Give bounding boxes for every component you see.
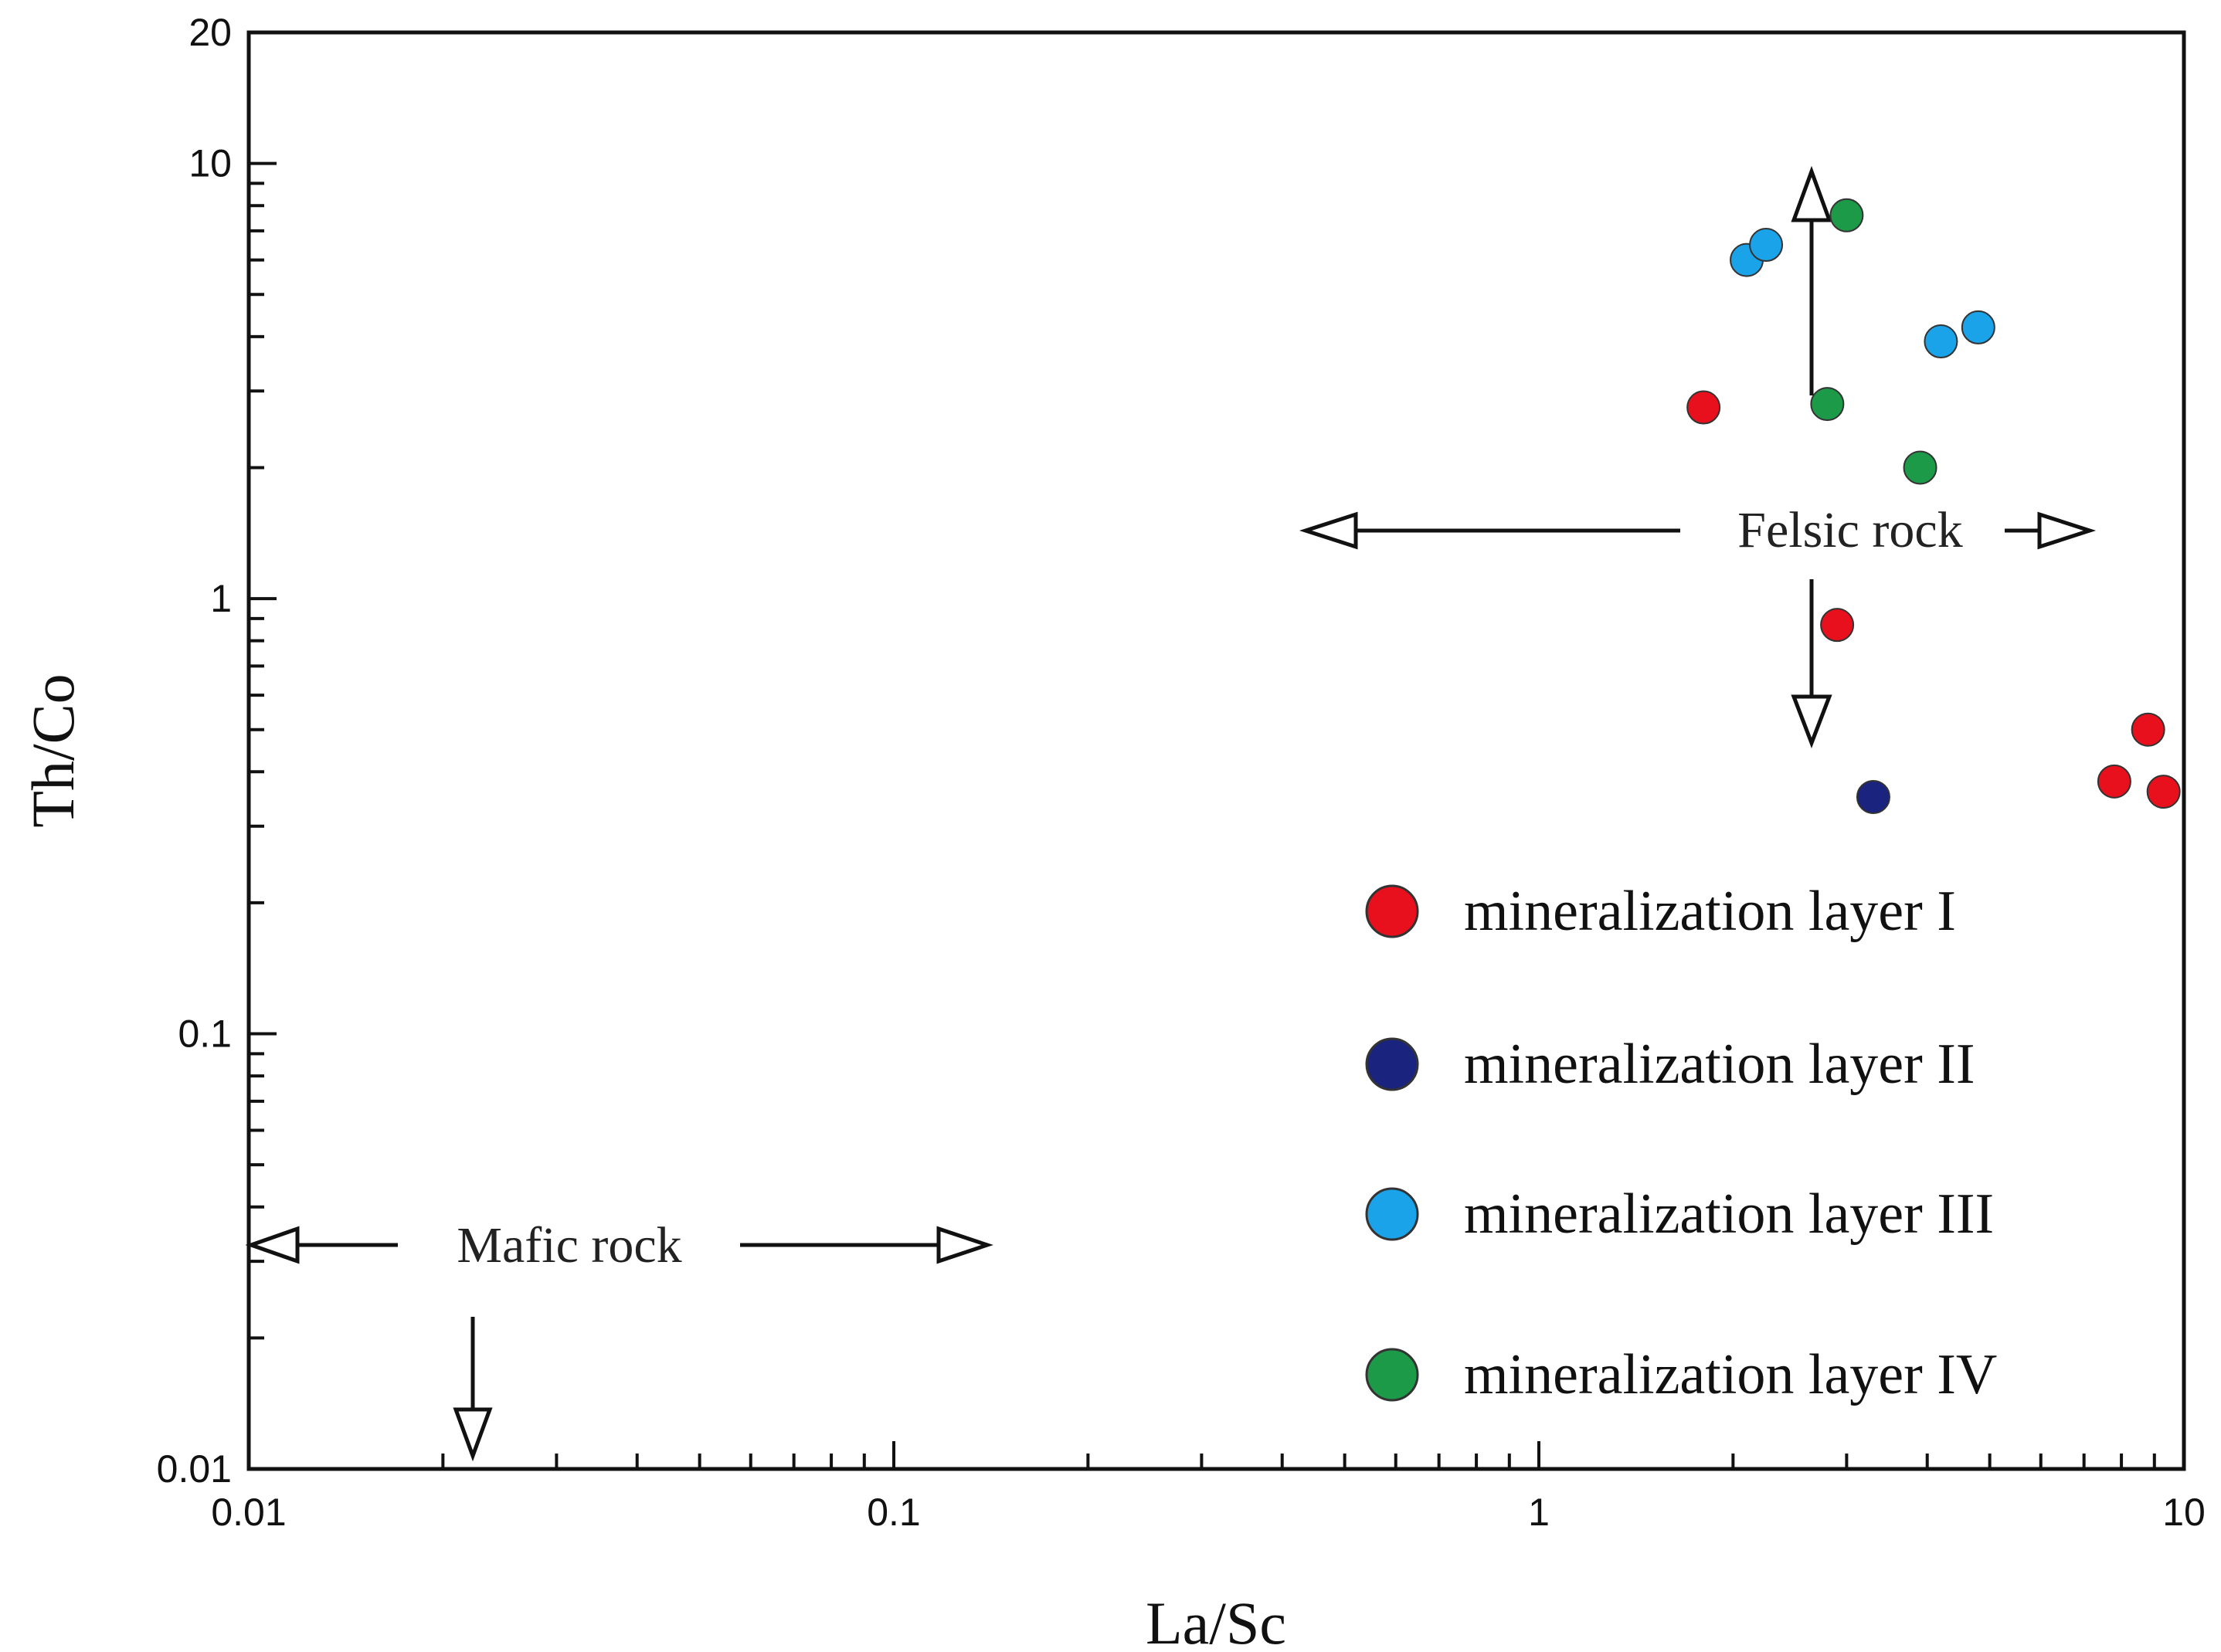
felsic-up-arrowhead [1791, 165, 1832, 222]
legend-label-series-1: mineralization layer I [1464, 880, 1956, 943]
x-tick-label: 1 [1528, 1491, 1550, 1534]
y-tick-label: 0.01 [157, 1447, 232, 1491]
x-tick-label: 0.01 [211, 1491, 286, 1534]
legend-marker-series-3 [1365, 1187, 1419, 1241]
data-point-series-3 [1961, 310, 1995, 344]
data-point-series-4 [1829, 198, 1864, 232]
legend-label-series-2: mineralization layer II [1464, 1033, 1975, 1096]
data-points [1686, 198, 2181, 814]
data-point-series-4 [1903, 450, 1937, 485]
mafic-down-arrowhead [453, 1407, 493, 1462]
legend-marker-series-1 [1365, 884, 1419, 938]
data-point-series-2 [1856, 779, 1890, 814]
legend-label-series-4: mineralization layer IV [1464, 1343, 1997, 1406]
data-point-series-1 [2146, 775, 2181, 809]
legend-marker-series-2 [1365, 1037, 1419, 1091]
legend-marker-series-4 [1365, 1348, 1419, 1402]
y-tick-label: 0.1 [178, 1013, 232, 1056]
legend-label-series-3: mineralization layer III [1464, 1182, 1994, 1246]
y-tick-label: 10 [188, 142, 232, 185]
data-point-series-1 [2097, 764, 2131, 799]
axis-ticks [247, 31, 2156, 1471]
data-point-series-4 [1810, 387, 1845, 422]
x-axis-title: La/Sc [1146, 1589, 1286, 1652]
plot-frame [246, 30, 2186, 1471]
felsic-left-arrowhead [1299, 511, 1358, 550]
data-point-series-1 [1820, 608, 1855, 643]
legend: mineralization layer I mineralization lay… [1365, 880, 1997, 1406]
mafic-left-arrowhead [245, 1226, 300, 1264]
data-point-series-1 [1686, 390, 1721, 425]
x-tick-label: 10 [2162, 1491, 2206, 1534]
data-point-series-1 [2131, 712, 2165, 747]
mafic-right-arrowhead [936, 1226, 993, 1264]
annotations: Felsic rock Mafic rock [245, 165, 2097, 1462]
data-point-series-3 [1924, 324, 1958, 359]
mafic-rock-label: Mafic rock [457, 1217, 681, 1274]
y-tick-label: 1 [210, 577, 232, 620]
felsic-down-arrowhead [1791, 694, 1832, 748]
y-tick-label: 20 [188, 11, 232, 54]
felsic-rock-label: Felsic rock [1737, 502, 1962, 558]
axis-tick-labels: 0.01 0.1 1 10 0.01 0.1 1 10 20 [157, 11, 2206, 1534]
data-point-series-3 [1749, 228, 1784, 263]
y-axis-title: Th/Co [19, 673, 87, 827]
felsic-right-arrowhead [2037, 511, 2097, 550]
x-tick-label: 0.1 [867, 1491, 921, 1534]
